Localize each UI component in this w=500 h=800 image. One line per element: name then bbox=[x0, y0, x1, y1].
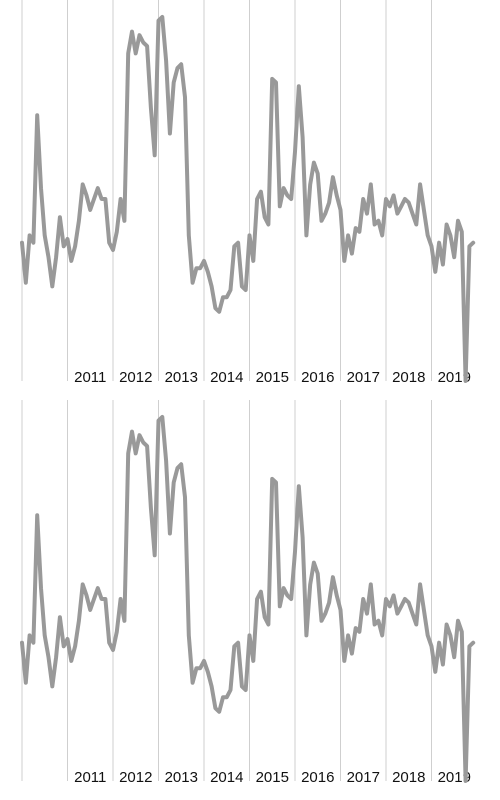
top-x-tick-label-2011: 2011 bbox=[74, 369, 106, 386]
bottom-x-tick-label-2018: 2018 bbox=[392, 769, 425, 786]
top-x-tick-label-2014: 2014 bbox=[210, 369, 243, 386]
bottom-x-tick-label-2017: 2017 bbox=[347, 769, 380, 786]
bottom-x-tick-label-2019: 2019 bbox=[438, 769, 471, 786]
bottom-series-line-0 bbox=[20, 415, 476, 783]
bottom-x-tick-label-2013: 2013 bbox=[165, 769, 198, 786]
bottom-x-tick-label-2015: 2015 bbox=[256, 769, 289, 786]
line-chart-bottom: 2011 2012 2013 2014 2015 2016 2017 2018 2019 bbox=[0, 400, 500, 800]
top-series-line-0 bbox=[20, 15, 476, 383]
top-x-tick-label-2016: 2016 bbox=[301, 369, 334, 386]
line-chart-top: 2011 2012 2013 2014 2015 2016 2017 2018 2019 bbox=[20, 0, 476, 386]
top-x-tick-label-2012: 2012 bbox=[119, 369, 152, 386]
top-x-tick-label-2015: 2015 bbox=[256, 369, 289, 386]
line-chart-bottom-svg: 2011 2012 2013 2014 2015 2016 2017 2018 2019 bbox=[20, 400, 476, 786]
bottom-x-tick-label-2012: 2012 bbox=[119, 769, 152, 786]
bottom-x-tick-label-2011: 2011 bbox=[74, 769, 106, 786]
top-x-tick-label-2018: 2018 bbox=[392, 369, 425, 386]
top-x-tick-label-2017: 2017 bbox=[347, 369, 380, 386]
bottom-x-tick-label-2014: 2014 bbox=[210, 769, 243, 786]
line-chart-top-svg: 2011 2012 2013 2014 2015 2016 2017 2018 2019 bbox=[20, 0, 476, 386]
top-x-tick-label-2019: 2019 bbox=[438, 369, 471, 386]
top-x-tick-label-2013: 2013 bbox=[165, 369, 198, 386]
bottom-x-tick-label-2016: 2016 bbox=[301, 769, 334, 786]
